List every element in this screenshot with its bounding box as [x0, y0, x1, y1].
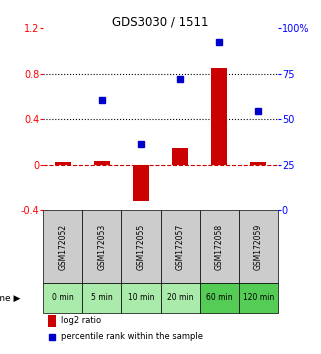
Bar	[55, 162, 71, 165]
Bar	[160, 283, 200, 313]
Text: percentile rank within the sample: percentile rank within the sample	[61, 332, 203, 341]
Bar	[94, 161, 110, 165]
Bar	[82, 210, 121, 283]
Bar	[200, 283, 239, 313]
Bar	[43, 210, 82, 283]
Text: GSM172052: GSM172052	[58, 223, 67, 269]
Bar	[239, 210, 278, 283]
Bar	[43, 283, 82, 313]
Text: 5 min: 5 min	[91, 293, 113, 302]
Text: 0 min: 0 min	[52, 293, 74, 302]
Text: 10 min: 10 min	[128, 293, 154, 302]
Bar	[250, 162, 266, 165]
Bar	[160, 210, 200, 283]
Bar	[133, 165, 149, 201]
Text: 120 min: 120 min	[242, 293, 274, 302]
Bar	[121, 210, 160, 283]
Text: log2 ratio: log2 ratio	[61, 316, 101, 325]
Text: 20 min: 20 min	[167, 293, 193, 302]
Text: 60 min: 60 min	[206, 293, 232, 302]
Text: GSM172055: GSM172055	[136, 223, 145, 269]
Bar	[121, 283, 160, 313]
Text: GSM172059: GSM172059	[254, 223, 263, 269]
Bar	[239, 283, 278, 313]
Bar	[82, 283, 121, 313]
Text: GSM172053: GSM172053	[97, 223, 107, 269]
Text: time ▶: time ▶	[0, 293, 20, 302]
Bar	[48, 315, 56, 327]
Title: GDS3030 / 1511: GDS3030 / 1511	[112, 15, 209, 28]
Bar	[211, 68, 227, 165]
Text: GSM172057: GSM172057	[176, 223, 185, 269]
Text: GSM172058: GSM172058	[214, 223, 224, 269]
Bar	[200, 210, 239, 283]
Bar	[172, 148, 188, 165]
